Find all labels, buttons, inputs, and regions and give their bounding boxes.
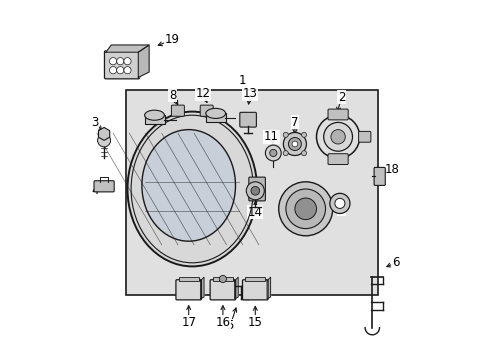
- Polygon shape: [266, 277, 270, 299]
- FancyBboxPatch shape: [205, 113, 225, 122]
- Text: 3: 3: [91, 116, 99, 129]
- Circle shape: [117, 67, 123, 74]
- Circle shape: [109, 58, 117, 65]
- FancyBboxPatch shape: [327, 154, 347, 165]
- Text: 13: 13: [242, 87, 257, 100]
- Circle shape: [250, 186, 259, 195]
- FancyBboxPatch shape: [239, 112, 256, 127]
- Ellipse shape: [142, 130, 235, 241]
- Circle shape: [294, 198, 316, 220]
- Circle shape: [265, 145, 281, 161]
- Circle shape: [285, 189, 325, 229]
- Text: 12: 12: [195, 87, 210, 100]
- FancyBboxPatch shape: [248, 177, 265, 201]
- Text: 10: 10: [298, 220, 312, 233]
- Ellipse shape: [144, 110, 164, 120]
- Text: 18: 18: [384, 163, 399, 176]
- Circle shape: [278, 182, 332, 236]
- Circle shape: [98, 134, 110, 147]
- Polygon shape: [106, 45, 149, 52]
- Text: 19: 19: [164, 33, 180, 46]
- Circle shape: [301, 132, 306, 138]
- FancyBboxPatch shape: [200, 105, 213, 116]
- Circle shape: [330, 130, 345, 144]
- Polygon shape: [200, 277, 203, 299]
- Circle shape: [109, 67, 117, 74]
- FancyBboxPatch shape: [373, 167, 385, 185]
- Ellipse shape: [205, 108, 225, 118]
- FancyBboxPatch shape: [242, 280, 267, 300]
- Circle shape: [323, 122, 352, 151]
- Circle shape: [301, 150, 306, 156]
- Circle shape: [334, 198, 344, 208]
- Bar: [125, 90, 377, 295]
- Text: 5: 5: [226, 319, 233, 332]
- Bar: [179, 277, 198, 281]
- Text: 11: 11: [264, 130, 279, 143]
- Text: 14: 14: [247, 206, 262, 219]
- Text: 1: 1: [239, 75, 246, 87]
- Polygon shape: [138, 45, 149, 77]
- Bar: [245, 277, 264, 281]
- Text: 9: 9: [337, 202, 345, 215]
- FancyBboxPatch shape: [210, 280, 235, 300]
- Text: 17: 17: [181, 316, 196, 329]
- Text: 8: 8: [168, 89, 176, 102]
- FancyBboxPatch shape: [358, 131, 370, 142]
- Circle shape: [288, 138, 301, 150]
- Circle shape: [283, 132, 287, 138]
- Circle shape: [329, 193, 349, 213]
- Circle shape: [291, 141, 297, 147]
- Circle shape: [117, 58, 123, 65]
- Bar: [213, 277, 232, 281]
- Circle shape: [246, 182, 264, 200]
- Text: 2: 2: [337, 91, 345, 104]
- Circle shape: [123, 58, 131, 65]
- Circle shape: [219, 275, 226, 283]
- Text: 7: 7: [290, 116, 298, 129]
- Text: 4: 4: [91, 184, 99, 197]
- Ellipse shape: [127, 112, 257, 266]
- Text: 16: 16: [215, 316, 230, 329]
- FancyBboxPatch shape: [94, 181, 114, 192]
- FancyBboxPatch shape: [171, 105, 184, 116]
- Polygon shape: [234, 277, 238, 299]
- Circle shape: [283, 150, 287, 156]
- FancyBboxPatch shape: [144, 115, 164, 124]
- Circle shape: [283, 132, 306, 156]
- FancyBboxPatch shape: [176, 280, 201, 300]
- Text: 6: 6: [391, 256, 399, 269]
- FancyBboxPatch shape: [327, 109, 347, 120]
- FancyBboxPatch shape: [104, 51, 140, 79]
- Text: 15: 15: [247, 316, 262, 329]
- Circle shape: [123, 67, 131, 74]
- Circle shape: [269, 149, 276, 157]
